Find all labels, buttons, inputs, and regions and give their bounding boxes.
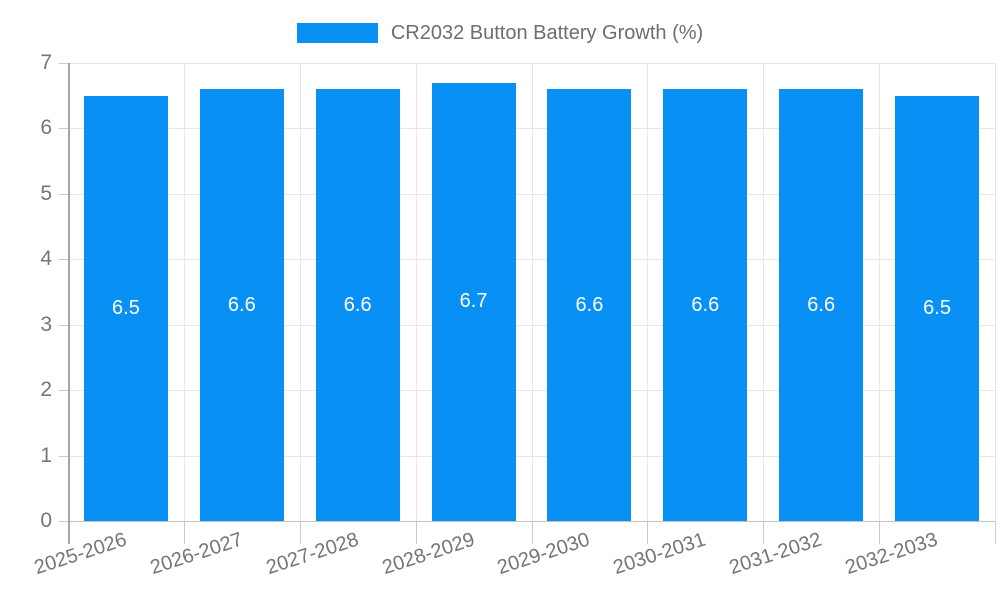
- y-axis-tick: [59, 259, 68, 261]
- bar[interactable]: 6.7: [431, 82, 516, 521]
- legend-item-series[interactable]: CR2032 Button Battery Growth (%): [296, 22, 704, 44]
- bar[interactable]: 6.6: [779, 89, 864, 521]
- y-axis-line: [68, 63, 70, 544]
- bar[interactable]: 6.5: [83, 95, 168, 521]
- y-axis-tick: [59, 390, 68, 392]
- y-axis-tick-label: 0: [40, 509, 52, 532]
- y-axis-tick-label: 7: [40, 51, 52, 74]
- y-axis-tick: [59, 128, 68, 130]
- bar-value-label: 6.7: [459, 290, 488, 313]
- bar-value-label: 6.6: [227, 293, 256, 316]
- gridline-vertical: [183, 63, 185, 521]
- y-axis-tick-label: 3: [40, 312, 52, 336]
- bar-value-label: 6.6: [691, 293, 720, 316]
- bar[interactable]: 6.6: [315, 89, 400, 521]
- x-axis-tick: [763, 521, 765, 544]
- plot-area: 0 1 2 3 4 5 6 7 6.5 6.6 6.6 6.7 6.6 6.6 6.6 6.5 2025-202…: [32, 51, 996, 579]
- bar[interactable]: 6.6: [547, 89, 632, 521]
- y-axis-tick-label: 2: [40, 378, 52, 402]
- x-axis-tick: [299, 521, 301, 544]
- gridline-vertical: [763, 63, 765, 521]
- y-axis-tick: [59, 193, 68, 195]
- y-axis-tick-label: 5: [40, 181, 52, 205]
- gridline-vertical: [531, 63, 533, 521]
- gridline-vertical: [995, 63, 996, 521]
- x-axis-tick: [995, 521, 996, 544]
- bar-value-label: 6.5: [923, 296, 951, 319]
- y-axis-tick-label: 1: [40, 443, 52, 467]
- x-axis-tick: [415, 521, 417, 544]
- bar[interactable]: 6.6: [199, 89, 284, 521]
- y-axis-tick-label: 4: [40, 247, 52, 271]
- bar-value-label: 6.6: [807, 293, 836, 316]
- bar-value-label: 6.6: [575, 293, 604, 316]
- gridline-vertical: [299, 63, 301, 521]
- legend-label: CR2032 Button Battery Growth (%): [390, 22, 704, 44]
- legend: CR2032 Button Battery Growth (%): [0, 22, 1000, 44]
- y-axis-tick-label: 6: [40, 116, 52, 140]
- y-axis-tick: [59, 324, 68, 326]
- x-axis-tick: [183, 521, 185, 544]
- bar[interactable]: 6.6: [663, 89, 748, 521]
- y-axis-tick: [59, 455, 68, 457]
- y-axis-tick: [59, 63, 68, 64]
- bar[interactable]: 6.5: [895, 95, 980, 521]
- gridline-vertical: [879, 63, 881, 521]
- x-axis-tick: [647, 521, 649, 544]
- gridline-vertical: [647, 63, 649, 521]
- legend-swatch: [296, 23, 378, 43]
- x-axis-tick: [879, 521, 881, 544]
- gridline-vertical: [415, 63, 417, 521]
- bar-value-label: 6.6: [343, 293, 372, 316]
- bar-value-label: 6.5: [112, 296, 140, 319]
- y-axis-tick: [59, 521, 68, 522]
- x-axis-tick: [531, 521, 533, 544]
